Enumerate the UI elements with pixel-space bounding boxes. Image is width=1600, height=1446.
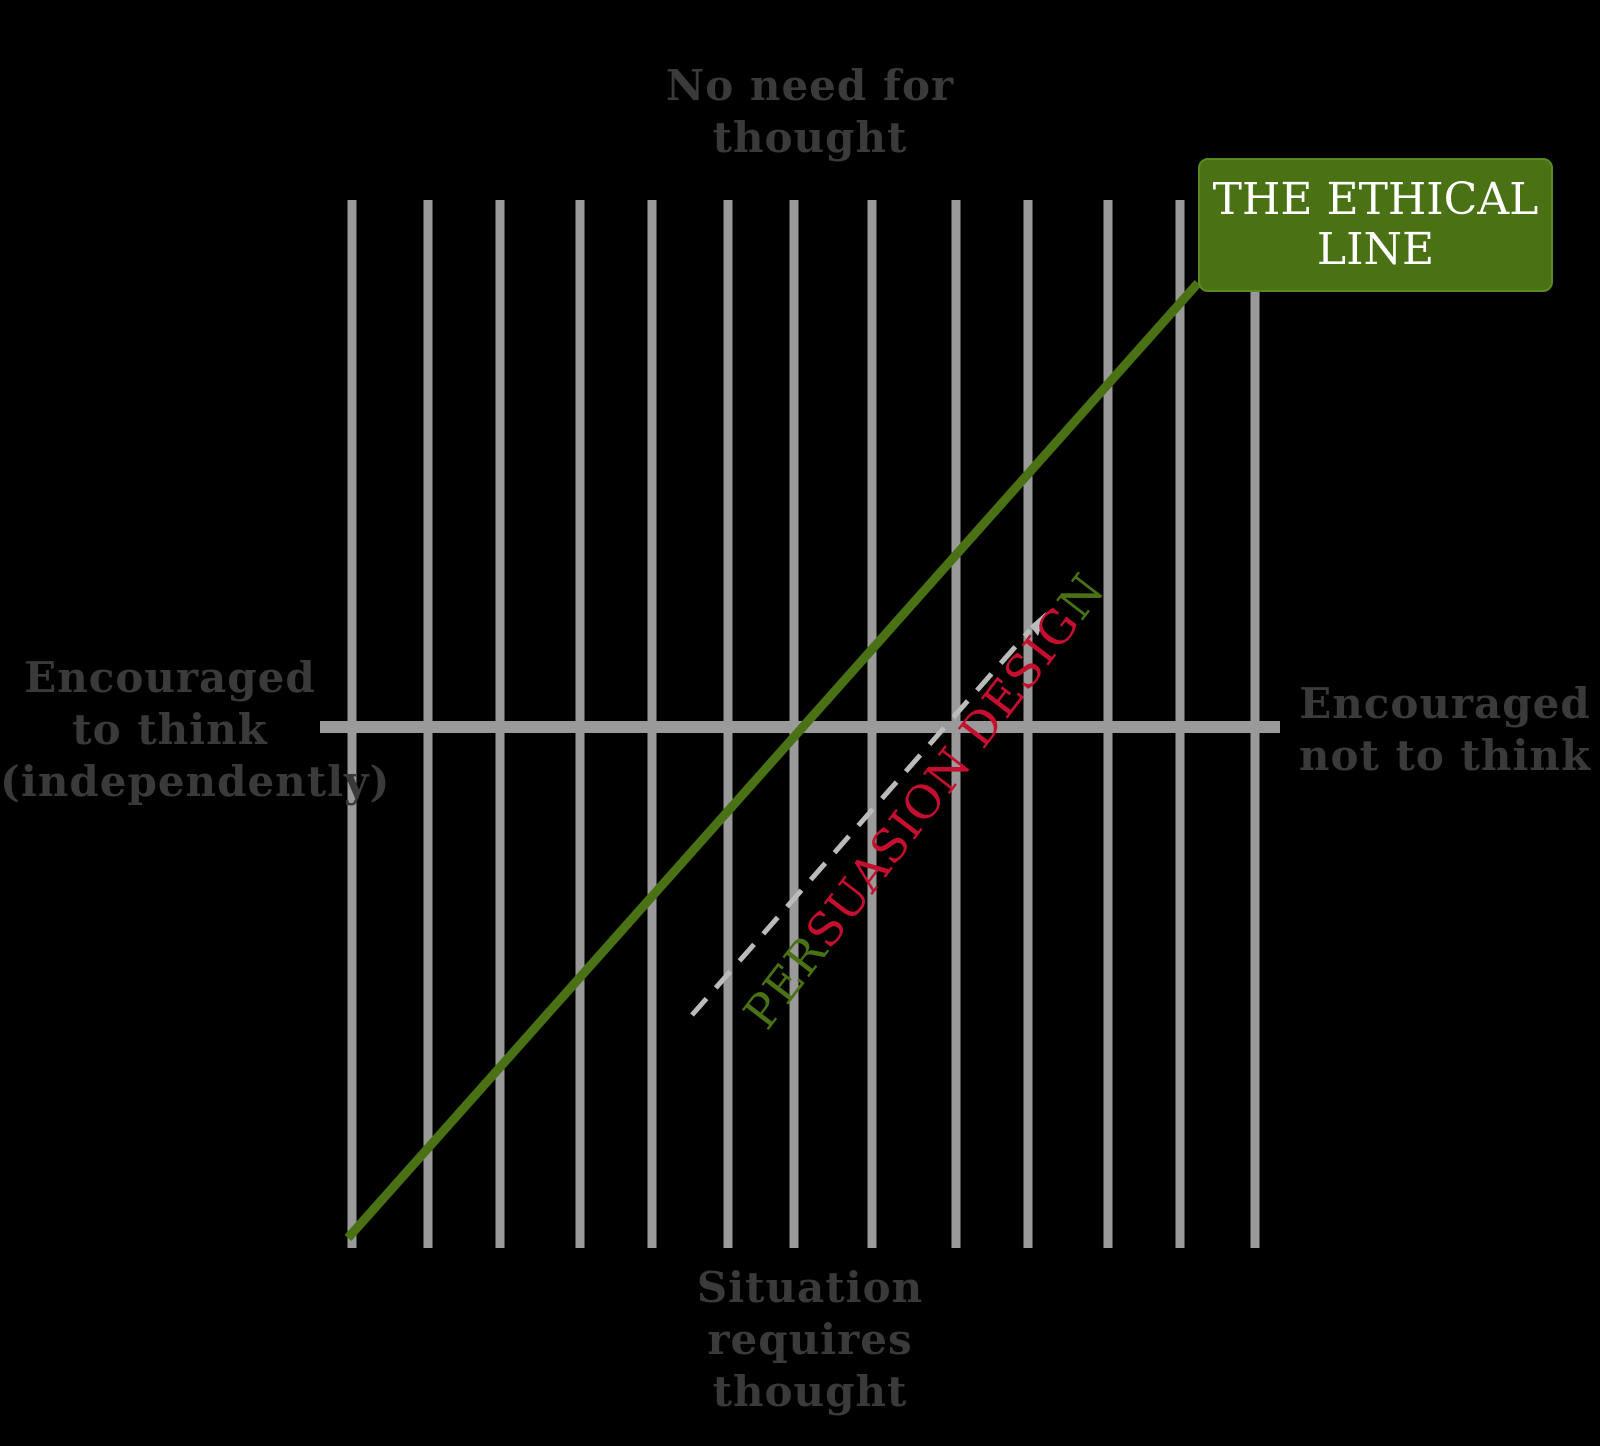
ethical-line-label-box: THE ETHICAL LINE [1198, 158, 1553, 292]
bottom-axis-label: Situation requires thought [696, 1263, 924, 1416]
persuasion-label-red-middle: SUASION DESIG [795, 596, 1090, 958]
persuasion-arrow-dashed [690, 628, 1032, 1017]
right-axis-label: Encouraged not to think [1298, 679, 1592, 780]
left-axis-label: Encouraged to think (independently) [0, 653, 391, 806]
persuasion-arrow-head [1030, 612, 1046, 636]
ethical-line [344, 280, 1202, 1241]
top-axis-label: No need for thought [665, 61, 955, 162]
